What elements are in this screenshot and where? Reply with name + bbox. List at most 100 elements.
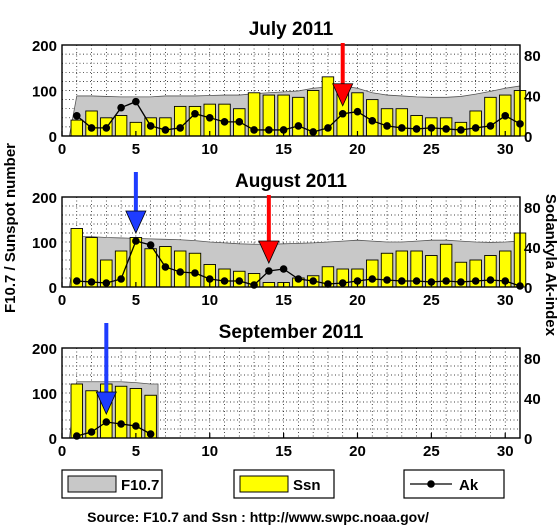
x-tick-label: 0 (58, 443, 66, 460)
y-axis-label-right: Sodankyla Ak-index (542, 194, 559, 337)
grid (61, 348, 521, 438)
ssn-bar (129, 237, 143, 288)
ssn-bar (395, 108, 409, 137)
red-arrow (258, 195, 280, 264)
ak-point (486, 276, 495, 284)
panel-title: September 2011 (219, 322, 364, 343)
ak-point (176, 268, 184, 276)
ssn-bar (292, 96, 305, 137)
legend-ak-marker (427, 480, 435, 488)
ak-point (132, 422, 140, 430)
y-left-tick-label: 100 (32, 386, 57, 403)
ak-point (132, 237, 140, 245)
legend: F10.7 Ssn Ak (61, 469, 505, 499)
y-right-tick-label: 0 (524, 431, 532, 448)
ak-point (265, 126, 273, 134)
ak-point (353, 107, 362, 116)
ak-point (309, 277, 317, 285)
x-tick-label: 15 (275, 443, 292, 460)
ak-point (72, 111, 81, 120)
y-right-tick-label: 80 (524, 48, 541, 65)
ak-point (176, 124, 184, 132)
ssn-bar (366, 259, 379, 288)
ak-point (117, 420, 125, 428)
y-axis-label-left: F10.7 / Sunspot number (2, 143, 19, 313)
ak-point (161, 126, 170, 134)
y-right-tick-label: 40 (524, 89, 541, 106)
ak-point (427, 124, 436, 132)
ak-point (220, 277, 229, 285)
ak-point (146, 430, 155, 438)
ak-point (353, 277, 362, 285)
ak-point (132, 97, 140, 106)
ak-point (161, 263, 170, 271)
ak-point (146, 241, 155, 249)
legend-ssn: Ssn (233, 469, 335, 499)
ak-point (324, 124, 332, 132)
ak-point (191, 269, 199, 277)
legend-f107-label: F10.7 (121, 477, 159, 494)
panel-3: September 2011 0 5 10 15 20 25 30 0 100 200 0 40 80 (32, 322, 541, 460)
y-left-tick-label: 0 (49, 431, 57, 448)
ak-point (486, 122, 495, 130)
y-left-tick-label: 200 (32, 341, 57, 358)
ssn-bar (70, 119, 83, 137)
ak-point (412, 277, 421, 285)
legend-ssn-swatch (239, 475, 289, 493)
ak-point (87, 428, 96, 436)
ak-point (117, 275, 125, 283)
y-right-tick-label: 40 (524, 391, 541, 408)
x-tick-label: 30 (497, 443, 514, 460)
ak-point (72, 277, 81, 285)
red-arrow (332, 43, 354, 107)
ak-point (235, 277, 244, 285)
y-right-tick-label: 0 (524, 129, 532, 146)
y-left-tick-label: 200 (32, 38, 57, 55)
ak-point (294, 275, 303, 283)
y-left-tick-label: 100 (32, 84, 57, 101)
legend-ak-label: Ak (459, 477, 479, 494)
ak-point (471, 277, 480, 285)
panel-title: July 2011 (249, 19, 334, 40)
x-tick-label: 30 (497, 141, 514, 158)
ssn-bar (484, 96, 497, 137)
ak-point (457, 278, 465, 286)
plot-frame (61, 347, 521, 439)
ak-point (117, 103, 125, 112)
ak-point (398, 124, 406, 132)
y-right-tick-label: 80 (524, 351, 541, 368)
legend-f107-swatch (67, 475, 117, 493)
ak-point (368, 275, 377, 283)
ak-point (442, 277, 450, 285)
panel-title: August 2011 (235, 171, 347, 192)
ak-point (87, 124, 96, 132)
ak-point (102, 418, 111, 426)
ak-point (279, 126, 288, 134)
ak-point (250, 126, 258, 134)
ak-point (501, 111, 510, 120)
blue-arrow (125, 172, 147, 234)
y-right-tick-label: 40 (524, 240, 541, 257)
x-tick-label: 25 (423, 292, 440, 309)
ak-point (279, 265, 288, 273)
x-tick-label: 15 (275, 141, 292, 158)
x-tick-label: 30 (497, 292, 514, 309)
panel-1: July 2011 0 5 10 15 20 25 30 0 100 200 0 40 80 (32, 19, 541, 158)
ssn-bar (114, 115, 128, 137)
plot-frame (61, 44, 521, 137)
x-tick-label: 10 (201, 292, 218, 309)
ak-point (501, 277, 510, 285)
ssn-bar (144, 248, 157, 288)
x-tick-label: 10 (201, 141, 218, 158)
x-tick-label: 5 (132, 141, 140, 158)
ssn-bar (129, 388, 143, 439)
ak-point (265, 267, 273, 275)
ak-point (368, 117, 377, 125)
ssn-bar (469, 110, 482, 137)
ak-point (398, 277, 406, 285)
y-left-tick-label: 0 (49, 129, 57, 146)
x-tick-label: 5 (132, 292, 140, 309)
ak-point (146, 122, 155, 130)
ak-point (309, 128, 317, 136)
